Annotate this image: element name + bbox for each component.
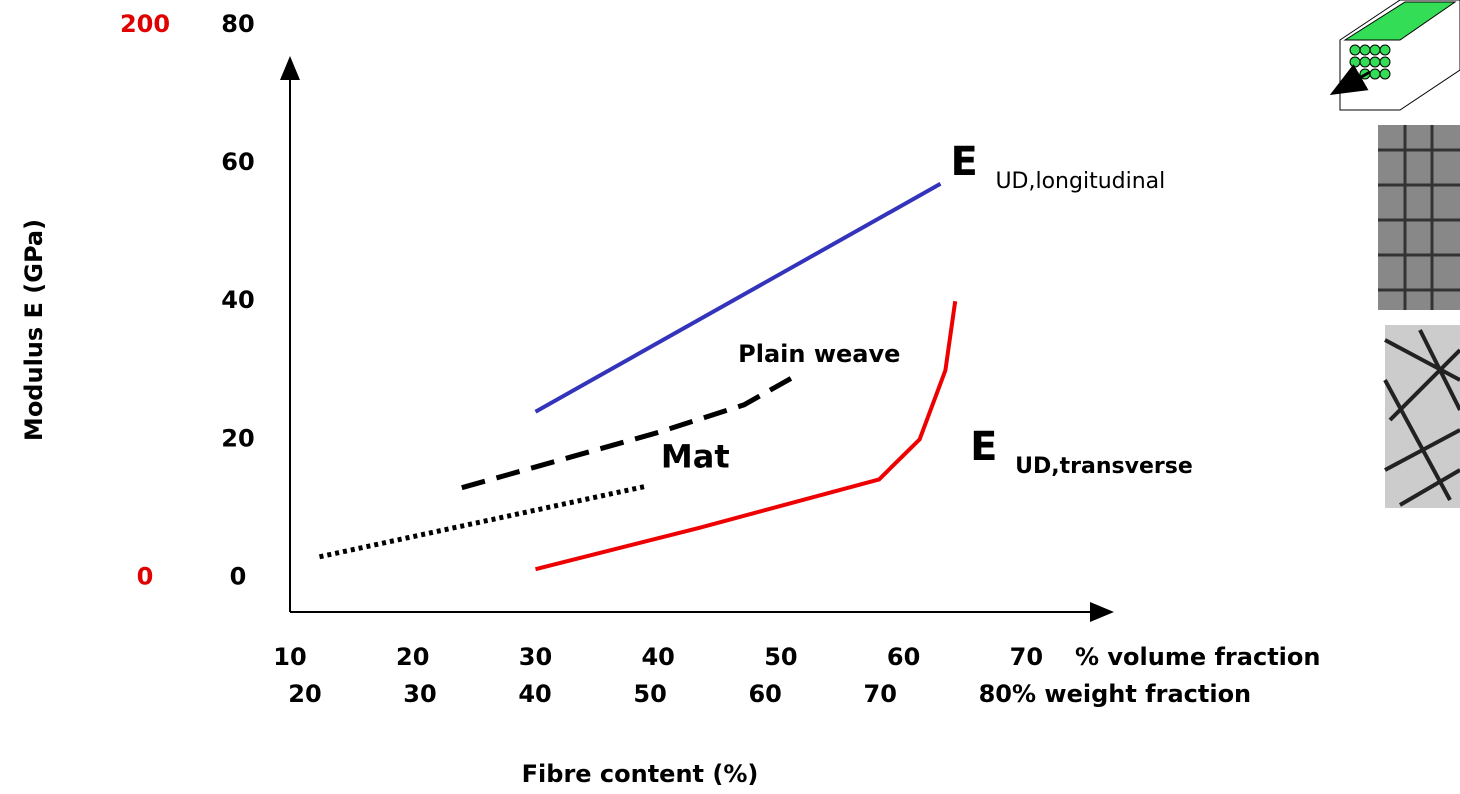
- y2-tick-label: 0: [137, 562, 154, 590]
- y-axis-title: Modulus E (GPa): [20, 219, 48, 441]
- x2-tick-label: 80: [979, 680, 1012, 708]
- y2-tick-label: 200: [120, 10, 170, 38]
- x-axis-name: % volume fraction: [1075, 643, 1320, 671]
- x2-tick-label: 50: [633, 680, 666, 708]
- x-tick-label: 10: [273, 643, 306, 671]
- series-label: E: [970, 424, 997, 470]
- x2-tick-label: 70: [864, 680, 897, 708]
- x-tick-label: 40: [641, 643, 674, 671]
- x2-tick-label: 40: [518, 680, 551, 708]
- series-label-subscript: UD,longitudinal: [995, 169, 1165, 194]
- x-tick-label: 70: [1010, 643, 1043, 671]
- series-label-subscript: UD,transverse: [1015, 454, 1193, 479]
- y-tick-label: 80: [221, 10, 254, 38]
- y-tick-label: 60: [221, 148, 254, 176]
- x-axis-title: Fibre content (%): [522, 760, 759, 788]
- x-tick-label: 60: [887, 643, 920, 671]
- x-tick-label: 30: [519, 643, 552, 671]
- series-line: [534, 182, 942, 414]
- x2-tick-label: 20: [288, 680, 321, 708]
- series-label: Plain weave: [738, 340, 900, 368]
- x2-tick-label: 60: [748, 680, 781, 708]
- x-tick-label: 20: [396, 643, 429, 671]
- illustration-ud: [1329, 0, 1460, 111]
- y-tick-label: 40: [221, 286, 254, 314]
- illustration-weave: [1378, 125, 1460, 310]
- series-line: [535, 300, 958, 572]
- illustration-mat: [1383, 325, 1460, 508]
- series-line: [318, 483, 647, 560]
- y-tick-label: 0: [230, 562, 247, 590]
- series-label: Mat: [661, 437, 730, 475]
- series-label: E: [950, 139, 977, 185]
- y-tick-label: 20: [221, 424, 254, 452]
- series-line: [461, 375, 795, 491]
- x2-tick-label: 30: [403, 680, 436, 708]
- x2-axis-name: % weight fraction: [1012, 680, 1251, 708]
- x-tick-label: 50: [764, 643, 797, 671]
